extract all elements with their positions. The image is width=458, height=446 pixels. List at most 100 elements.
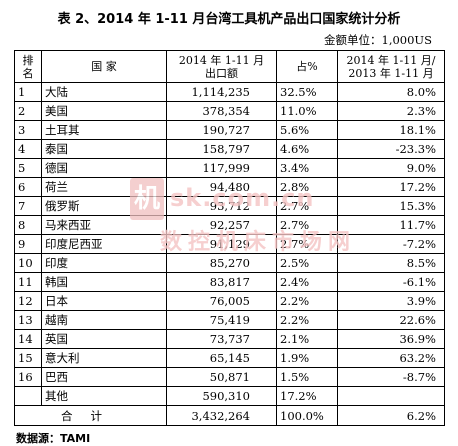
row-country: 巴西 [41,367,167,387]
table-row: 1 大陆 1,114,235 32.5% 8.0% [14,82,445,102]
row-export-value: 92,257 [166,215,277,235]
table-row: 12 日本 76,005 2.2% 3.9% [14,291,445,311]
table-row: 8 马来西亚 92,257 2.7% 11.7% [14,215,445,235]
row-export-value: 75,419 [166,310,277,330]
row-rank: 7 [14,196,42,216]
table-row: 6 荷兰 94,480 2.8% 17.2% [14,177,445,197]
row-rank: 4 [14,139,42,159]
row-growth: -7.2% [337,234,445,254]
row-growth: 63.2% [337,348,445,368]
row-country: 印度 [41,253,167,273]
row-rank: 10 [14,253,42,273]
table-row: 3 土耳其 190,727 5.6% 18.1% [14,120,445,140]
row-country: 大陆 [41,82,167,102]
row-growth: -6.1% [337,272,445,292]
row-export-value: 93,712 [166,196,277,216]
row-growth: -23.3% [337,139,445,159]
row-growth: 8.5% [337,253,445,273]
row-country: 英国 [41,329,167,349]
row-growth: 22.6% [337,310,445,330]
row-export-value: 94,480 [166,177,277,197]
table-row: 2 美国 378,354 11.0% 2.3% [14,101,445,121]
row-rank: 3 [14,120,42,140]
row-share: 2.8% [276,177,338,197]
row-country: 美国 [41,101,167,121]
data-source-note: 数据源：TAMI [16,432,91,445]
row-share: 2.7% [276,234,338,254]
row-export-value: 91,129 [166,234,277,254]
row-share: 11.0% [276,101,338,121]
row-rank: 13 [14,310,42,330]
total-row: 合计 3,432,264 100.0% 6.2% [14,405,445,426]
table-title: 表 2、2014 年 1-11 月台湾工具机产品出口国家统计分析 [57,12,401,27]
header-growth: 2014 年 1-11 月/2013 年 1-11 月 [337,50,445,83]
header-rank: 排名 [14,50,42,83]
row-country: 其他 [41,386,167,406]
total-label: 合计 [14,405,167,426]
row-share: 5.6% [276,120,338,140]
row-export-value: 190,727 [166,120,277,140]
row-growth: 3.9% [337,291,445,311]
row-rank: 6 [14,177,42,197]
row-export-value: 83,817 [166,272,277,292]
table-row: 15 意大利 65,145 1.9% 63.2% [14,348,445,368]
table-row: 9 印度尼西亚 91,129 2.7% -7.2% [14,234,445,254]
row-export-value: 73,737 [166,329,277,349]
row-share: 2.1% [276,329,338,349]
row-country: 荷兰 [41,177,167,197]
row-rank: 12 [14,291,42,311]
row-country: 土耳其 [41,120,167,140]
row-country: 韩国 [41,272,167,292]
table-body: 1 大陆 1,114,235 32.5% 8.0% 2 美国 378,354 11.0% 2.3%… [14,82,445,406]
row-export-value: 158,797 [166,139,277,159]
table-row: 11 韩国 83,817 2.4% -6.1% [14,272,445,292]
row-rank: 1 [14,82,42,102]
row-country: 马来西亚 [41,215,167,235]
row-export-value: 65,145 [166,348,277,368]
row-export-value: 590,310 [166,386,277,406]
row-export-value: 1,114,235 [166,82,277,102]
row-share: 32.5% [276,82,338,102]
table-row: 其他 590,310 17.2% [14,386,445,406]
table-row: 7 俄罗斯 93,712 2.7% 15.3% [14,196,445,216]
total-growth: 6.2% [337,405,445,426]
export-statistics-table: 排名 国 家 2014 年 1-11 月出口额 占% 2014 年 1-11 月… [14,50,445,426]
row-growth [337,386,445,406]
table-row: 16 巴西 50,871 1.5% -8.7% [14,367,445,387]
table-row: 5 德国 117,999 3.4% 9.0% [14,158,445,178]
row-share: 3.4% [276,158,338,178]
row-rank: 9 [14,234,42,254]
row-rank: 5 [14,158,42,178]
row-share: 2.5% [276,253,338,273]
table-row: 10 印度 85,270 2.5% 8.5% [14,253,445,273]
row-country: 俄罗斯 [41,196,167,216]
table-header-row: 排名 国 家 2014 年 1-11 月出口额 占% 2014 年 1-11 月… [14,50,445,83]
row-growth: 11.7% [337,215,445,235]
row-rank: 14 [14,329,42,349]
row-share: 1.5% [276,367,338,387]
row-rank [14,386,42,406]
row-country: 日本 [41,291,167,311]
row-share: 1.9% [276,348,338,368]
row-share: 17.2% [276,386,338,406]
row-growth: -8.7% [337,367,445,387]
row-rank: 2 [14,101,42,121]
row-rank: 16 [14,367,42,387]
row-rank: 8 [14,215,42,235]
row-country: 越南 [41,310,167,330]
row-growth: 8.0% [337,82,445,102]
row-country: 意大利 [41,348,167,368]
row-export-value: 76,005 [166,291,277,311]
row-export-value: 117,999 [166,158,277,178]
row-growth: 9.0% [337,158,445,178]
row-export-value: 85,270 [166,253,277,273]
table-row: 13 越南 75,419 2.2% 22.6% [14,310,445,330]
row-rank: 15 [14,348,42,368]
row-growth: 36.9% [337,329,445,349]
row-share: 2.7% [276,196,338,216]
table-row: 4 泰国 158,797 4.6% -23.3% [14,139,445,159]
row-share: 2.2% [276,291,338,311]
header-export-value: 2014 年 1-11 月出口额 [166,50,277,83]
row-growth: 18.1% [337,120,445,140]
row-growth: 2.3% [337,101,445,121]
